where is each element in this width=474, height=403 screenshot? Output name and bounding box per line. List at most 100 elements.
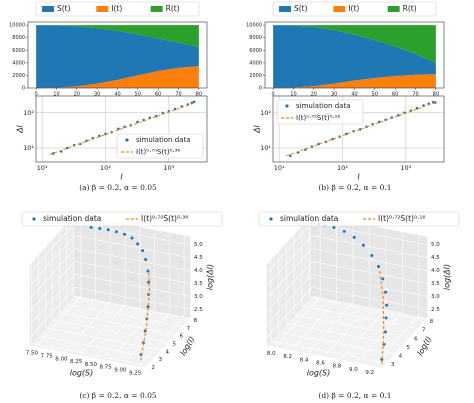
data-point xyxy=(89,225,93,229)
grid-line xyxy=(311,222,428,246)
y-tick-label: 5 xyxy=(173,342,177,348)
x-tick-label: 0 xyxy=(35,92,38,98)
z-tick-label: 3.0 xyxy=(431,294,440,300)
legend-marker xyxy=(285,104,289,108)
z-tick-label: 5.0 xyxy=(194,242,203,248)
grid-line xyxy=(29,261,76,312)
legend-label: R(t) xyxy=(403,4,417,13)
x-tick-label: 40 xyxy=(114,92,120,98)
y-tick-label: 8000 xyxy=(12,35,25,41)
data-point xyxy=(342,229,346,233)
y-tick-label: 4 xyxy=(165,349,169,355)
y-tick-label: 0 xyxy=(259,86,262,92)
grid-line xyxy=(45,327,161,351)
grid-line xyxy=(301,305,417,329)
y-tick-label: 4000 xyxy=(249,60,262,66)
y-tick-label: 10¹ xyxy=(23,144,34,152)
y-tick-label: 10000 xyxy=(246,23,262,29)
legend-label: I(t) xyxy=(111,4,122,13)
legend-label: simulation data xyxy=(43,214,101,223)
x-tick-label: 8.00 xyxy=(55,356,68,362)
caption: (a) β = 0.2, α = 0.05 xyxy=(79,183,157,192)
grid-line xyxy=(340,308,387,360)
x-tick-label: 8.6 xyxy=(316,361,325,367)
grid-line xyxy=(311,261,428,284)
data-point xyxy=(136,120,139,124)
grid-line xyxy=(266,261,313,312)
x-tick-label: 8.8 xyxy=(333,364,342,370)
x-tick-label: 80 xyxy=(433,92,439,98)
z-tick-label: 4.5 xyxy=(431,255,440,261)
x-tick-label: 80 xyxy=(196,92,202,98)
data-point xyxy=(361,243,365,247)
area xyxy=(273,25,436,88)
grid-line xyxy=(311,235,428,258)
data-point xyxy=(383,330,387,334)
x-tick-label: 10³ xyxy=(163,164,174,172)
grid-line xyxy=(59,311,175,335)
grid-line xyxy=(291,299,337,350)
y-tick-label: 10² xyxy=(260,109,271,117)
data-point xyxy=(146,305,150,309)
x-tick-label: 7.75 xyxy=(41,353,54,359)
y-tick-label: 4 xyxy=(399,354,403,360)
legend-swatch xyxy=(387,6,400,12)
x-tick-label: 20 xyxy=(74,92,80,98)
caption: (d) β = 0.2, α = 0.1 xyxy=(318,391,391,400)
data-point xyxy=(123,232,127,236)
legend-swatch xyxy=(150,6,163,12)
y-axis-label: ΔI xyxy=(16,124,25,133)
data-point xyxy=(130,236,134,240)
z-tick-label: 4.0 xyxy=(194,268,203,274)
y-tick-label: 8000 xyxy=(249,35,262,41)
x-axis-label: log(S) xyxy=(70,369,94,378)
z-tick-label: 3.5 xyxy=(194,281,203,287)
grid-line xyxy=(38,335,154,358)
y-axis-label: log(I) xyxy=(415,335,433,358)
legend-marker xyxy=(269,217,273,221)
legend-label: simulation data xyxy=(136,136,190,144)
fit-line xyxy=(378,268,385,364)
y-tick-label: 10000 xyxy=(9,23,25,29)
grid-line xyxy=(29,222,76,273)
z-tick-label: 2.5 xyxy=(194,307,203,313)
data-point xyxy=(370,254,374,258)
z-tick-label: 4.5 xyxy=(194,255,203,261)
legend-frame xyxy=(116,133,204,159)
grid-line xyxy=(270,340,386,363)
fit-line xyxy=(140,270,150,361)
z-tick-label: 4.0 xyxy=(431,268,440,274)
data-point xyxy=(331,137,334,141)
y-tick-label: 7 xyxy=(187,326,191,332)
y-tick-label: 6 xyxy=(414,336,418,342)
grid-line xyxy=(309,297,425,320)
x-tick-label: 8.0 xyxy=(267,351,276,357)
caption: (c) β = 0.2, α = 0.05 xyxy=(79,391,157,400)
data-point xyxy=(141,249,145,253)
z-tick-label: 5.0 xyxy=(431,242,440,248)
data-point xyxy=(288,154,292,158)
legend-frame xyxy=(258,211,460,227)
x-tick-label: 9.2 xyxy=(365,370,374,376)
data-point xyxy=(377,120,381,124)
grid-line xyxy=(29,274,76,325)
z-axis-label: log(ΔI) xyxy=(443,264,452,290)
x-tick-label: 60 xyxy=(392,92,398,98)
y-tick-label: 5 xyxy=(406,345,410,351)
x-tick-label: 8.50 xyxy=(85,362,98,368)
fit-line xyxy=(286,101,437,157)
y-tick-label: 10² xyxy=(23,109,34,117)
grid-line xyxy=(52,319,168,343)
x-axis-label: I xyxy=(120,173,123,182)
x-tick-label: 30 xyxy=(94,92,100,98)
legend-label: S(t) xyxy=(57,4,71,13)
grid-line xyxy=(266,235,313,286)
legend-label: S(t) xyxy=(294,4,308,13)
legend-label: I(t)⁰·⁷⁰S(t)⁰·³⁶ xyxy=(141,214,188,223)
grid-line xyxy=(311,274,428,297)
data-point xyxy=(192,100,196,104)
legend-marker xyxy=(125,138,129,142)
x-tick-label: 50 xyxy=(372,92,378,98)
area xyxy=(273,25,436,63)
